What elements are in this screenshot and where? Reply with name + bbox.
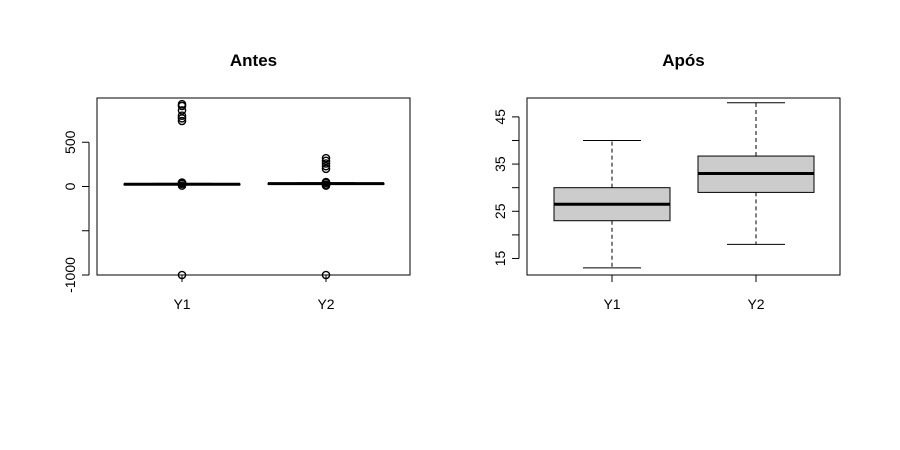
y-tick-label: 500 [62,130,78,154]
outlier-point [177,114,187,123]
plot-frame [96,97,411,276]
outlier-point [177,116,187,126]
y-tick-label: 0 [62,182,78,190]
outlier-point [321,270,331,280]
y-tick-label: 45 [492,109,508,125]
box-y2 [697,102,815,245]
panel-antes: Antes -1000 0 500 Y1 Y2 [62,51,411,312]
outlier-point [321,156,331,166]
outlier-point [321,164,331,174]
panel-apos: Após 15 25 35 45 Y1 Y2 [492,51,841,312]
chart-title: Antes [230,51,277,70]
x-tick-label: Y2 [747,296,764,312]
y-tick-label: 15 [492,250,508,266]
y-tick-label: 35 [492,156,508,172]
x-tick-label: Y2 [317,296,334,312]
x-tick-label: Y1 [173,296,190,312]
outlier-point [321,161,331,171]
box-y2 [267,153,385,280]
outlier-point [177,106,187,115]
outlier-point [177,178,187,187]
outlier-point [177,111,187,120]
outlier-point [321,159,331,168]
y-tick-label: -1000 [62,257,78,293]
outlier-point [321,177,331,187]
x-tick-label: Y1 [603,296,620,312]
outlier-point [177,270,187,280]
box-y1 [553,139,671,269]
outlier-point [321,153,331,163]
box-y1 [123,99,241,280]
chart-title: Após [662,51,705,70]
y-tick-label: 25 [492,203,508,219]
outlier-point [177,99,187,109]
